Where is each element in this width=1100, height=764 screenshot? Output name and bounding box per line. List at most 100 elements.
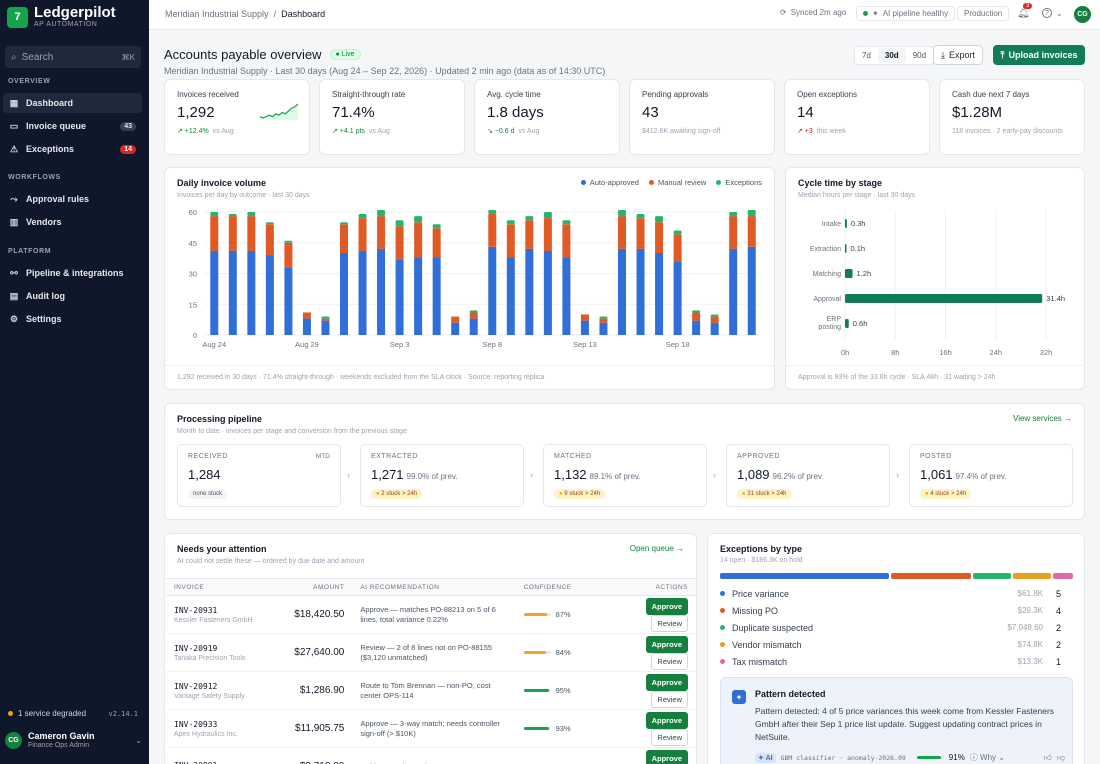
bar-auto-approved[interactable] <box>729 248 738 335</box>
bar-auto-approved[interactable] <box>432 257 441 335</box>
table-row[interactable]: INV-20919 Tanaka Precision Tools $27,640.0… <box>166 633 696 672</box>
pipeline-stage-received[interactable]: RECEIVED MTD 1,284 none stuck <box>177 444 341 507</box>
bar-exceptions[interactable] <box>488 209 497 215</box>
nav-item-dashboard[interactable]: ▦ Dashboard <box>3 93 142 113</box>
bar-exceptions[interactable] <box>284 240 293 243</box>
bar-exceptions[interactable] <box>358 214 367 219</box>
invoice-id[interactable]: INV-20933 <box>174 719 218 729</box>
help-button[interactable]: ? ⌄ <box>1042 8 1063 18</box>
bar-manual-review[interactable] <box>562 224 571 258</box>
bar-manual-review[interactable] <box>543 218 552 251</box>
bar-manual-review[interactable] <box>747 216 756 247</box>
legend-item[interactable]: Auto-approved <box>580 178 639 187</box>
approve-button[interactable]: Approve <box>645 635 688 653</box>
stage-bar[interactable] <box>845 219 847 228</box>
table-row[interactable]: INV-20891 $9,710.00Hold — goods receipt G… <box>166 747 696 764</box>
bar-auto-approved[interactable] <box>358 250 367 335</box>
bar-exceptions[interactable] <box>747 209 756 217</box>
bar-exceptions[interactable] <box>525 216 534 221</box>
bar-manual-review[interactable] <box>729 216 738 249</box>
bar-manual-review[interactable] <box>377 216 386 249</box>
nav-item-invoice-queue[interactable]: ▭ Invoice queue 43 <box>3 116 142 136</box>
bar-auto-approved[interactable] <box>506 257 515 335</box>
bar-auto-approved[interactable] <box>228 250 237 335</box>
bar-exceptions[interactable] <box>395 220 404 227</box>
invoice-id[interactable]: INV-20931 <box>174 605 218 615</box>
exception-segment[interactable] <box>720 573 889 579</box>
bar-auto-approved[interactable] <box>284 267 293 335</box>
upload-invoices-button[interactable]: ⤒ Upload invoices <box>993 45 1085 65</box>
review-button[interactable]: Review <box>651 652 688 670</box>
bar-exceptions[interactable] <box>210 212 219 217</box>
approve-button[interactable]: Approve <box>645 711 688 729</box>
stage-bar[interactable] <box>845 244 847 253</box>
bar-auto-approved[interactable] <box>562 257 571 335</box>
bar-auto-approved[interactable] <box>414 257 423 335</box>
exception-row[interactable]: Price variance $61.8K 5 <box>720 586 1061 601</box>
bar-auto-approved[interactable] <box>525 248 534 335</box>
bar-auto-approved[interactable] <box>321 320 330 335</box>
bar-auto-approved[interactable] <box>451 322 460 335</box>
bar-exceptions[interactable] <box>321 316 330 319</box>
bar-exceptions[interactable] <box>562 220 571 225</box>
bar-manual-review[interactable] <box>284 242 293 268</box>
range-7d[interactable]: 7d <box>862 51 871 60</box>
bar-exceptions[interactable] <box>506 220 515 225</box>
bar-manual-review[interactable] <box>673 234 682 262</box>
bar-exceptions[interactable] <box>710 314 719 317</box>
approve-button[interactable]: Approve <box>645 673 688 691</box>
bar-manual-review[interactable] <box>340 224 348 253</box>
bar-auto-approved[interactable] <box>210 250 219 335</box>
bar-auto-approved[interactable] <box>377 248 386 335</box>
table-row[interactable]: INV-20912 Vantage Safety Supply $1,286.90 R… <box>166 671 696 710</box>
bar-auto-approved[interactable] <box>673 261 682 335</box>
environment-badge[interactable]: Production <box>957 6 1010 21</box>
view-services-link[interactable]: View services → <box>1013 414 1072 423</box>
exception-row[interactable]: Duplicate suspected $7,048.60 2 <box>720 620 1061 635</box>
bar-auto-approved[interactable] <box>265 255 274 335</box>
exception-segment[interactable] <box>890 573 971 579</box>
bar-manual-review[interactable] <box>210 216 219 251</box>
bar-auto-approved[interactable] <box>747 246 756 335</box>
bar-manual-review[interactable] <box>618 216 626 249</box>
bar-exceptions[interactable] <box>655 216 664 223</box>
bar-exceptions[interactable] <box>729 212 738 217</box>
exception-row[interactable]: Tax mismatch $13.3K 1 <box>720 654 1061 669</box>
pipeline-stage-posted[interactable]: POSTED 1,061 97.4% of prev. ● 4 stuck > 24h <box>909 444 1073 507</box>
bar-auto-approved[interactable] <box>618 248 626 335</box>
bar-exceptions[interactable] <box>432 224 441 229</box>
exception-segment[interactable] <box>1053 573 1073 579</box>
bar-manual-review[interactable] <box>358 218 367 251</box>
bar-exceptions[interactable] <box>340 222 348 225</box>
bar-exceptions[interactable] <box>414 216 423 223</box>
stage-bar[interactable] <box>845 319 849 328</box>
export-button[interactable]: ⤓ Export <box>933 45 983 65</box>
exception-segment[interactable] <box>1012 573 1052 579</box>
bar-auto-approved[interactable] <box>247 250 256 335</box>
approve-button[interactable]: Approve <box>645 749 688 764</box>
open-queue-link[interactable]: Open queue → <box>629 544 684 553</box>
pipeline-status[interactable]: ✦ AI pipeline healthy <box>856 6 956 21</box>
bar-exceptions[interactable] <box>673 230 682 235</box>
nav-item-pipeline-integrations[interactable]: ⚯ Pipeline & integrations <box>3 263 142 283</box>
bar-manual-review[interactable] <box>710 316 719 323</box>
nav-item-exceptions[interactable]: ⚠ Exceptions 14 <box>3 139 142 159</box>
brand[interactable]: 7 Ledgerpilot AP AUTOMATION <box>7 5 116 29</box>
stage-bar[interactable] <box>845 294 1043 303</box>
bar-auto-approved[interactable] <box>655 253 664 335</box>
bar-manual-review[interactable] <box>655 222 664 253</box>
range-90d[interactable]: 90d <box>912 51 927 60</box>
service-status[interactable]: 1 service degraded v2.14.1 <box>8 709 138 718</box>
breadcrumb-org[interactable]: Meridian Industrial Supply <box>165 9 269 19</box>
bar-manual-review[interactable] <box>228 216 237 251</box>
pipeline-stage-extracted[interactable]: EXTRACTED 1,271 99.0% of prev. ● 2 stuck > … <box>360 444 524 507</box>
pipeline-stage-matched[interactable]: MATCHED 1,132 89.1% of prev. ● 9 stuck > 24… <box>543 444 707 507</box>
notifications-button[interactable]: 🔔︎ 3 <box>1017 3 1033 19</box>
bar-auto-approved[interactable] <box>692 320 701 335</box>
why-button[interactable]: ⓘ Why ⌄ <box>970 752 1005 763</box>
bar-exceptions[interactable] <box>377 209 386 217</box>
bar-auto-approved[interactable] <box>543 250 552 335</box>
bar-manual-review[interactable] <box>395 226 404 260</box>
nav-item-audit-log[interactable]: ▤ Audit log <box>3 286 142 306</box>
bar-manual-review[interactable] <box>599 318 608 323</box>
